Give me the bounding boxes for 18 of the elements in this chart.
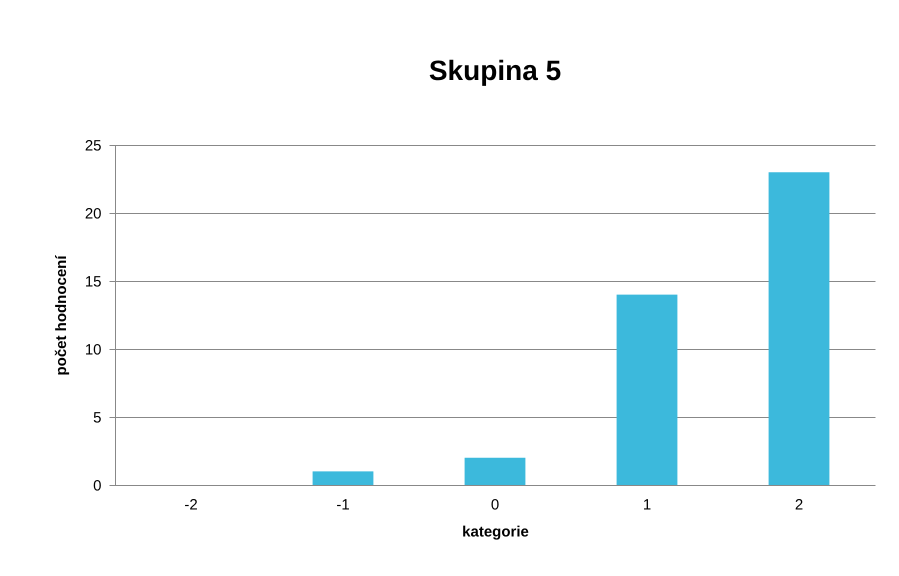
- x-tick-label: 0: [490, 496, 500, 514]
- y-tick-label: 15: [84, 274, 102, 290]
- bar: [312, 471, 374, 485]
- y-tick-label: 25: [84, 138, 102, 154]
- bar: [616, 294, 678, 485]
- x-tick-label: 2: [794, 496, 804, 514]
- y-tick-label: 5: [93, 410, 102, 426]
- y-tick-label: 10: [84, 342, 102, 358]
- x-axis-title: kategorie: [462, 524, 529, 540]
- x-tick-label: -2: [184, 496, 198, 514]
- chart-title: Skupina 5: [428, 55, 562, 86]
- x-tick-label: -1: [336, 496, 350, 514]
- y-tick-label: 20: [84, 206, 102, 222]
- y-axis-title: počet hodnocení: [52, 254, 70, 376]
- bar: [768, 172, 830, 485]
- y-tick-label: 0: [93, 478, 102, 494]
- x-tick-label: 1: [642, 496, 652, 514]
- bar: [464, 458, 526, 485]
